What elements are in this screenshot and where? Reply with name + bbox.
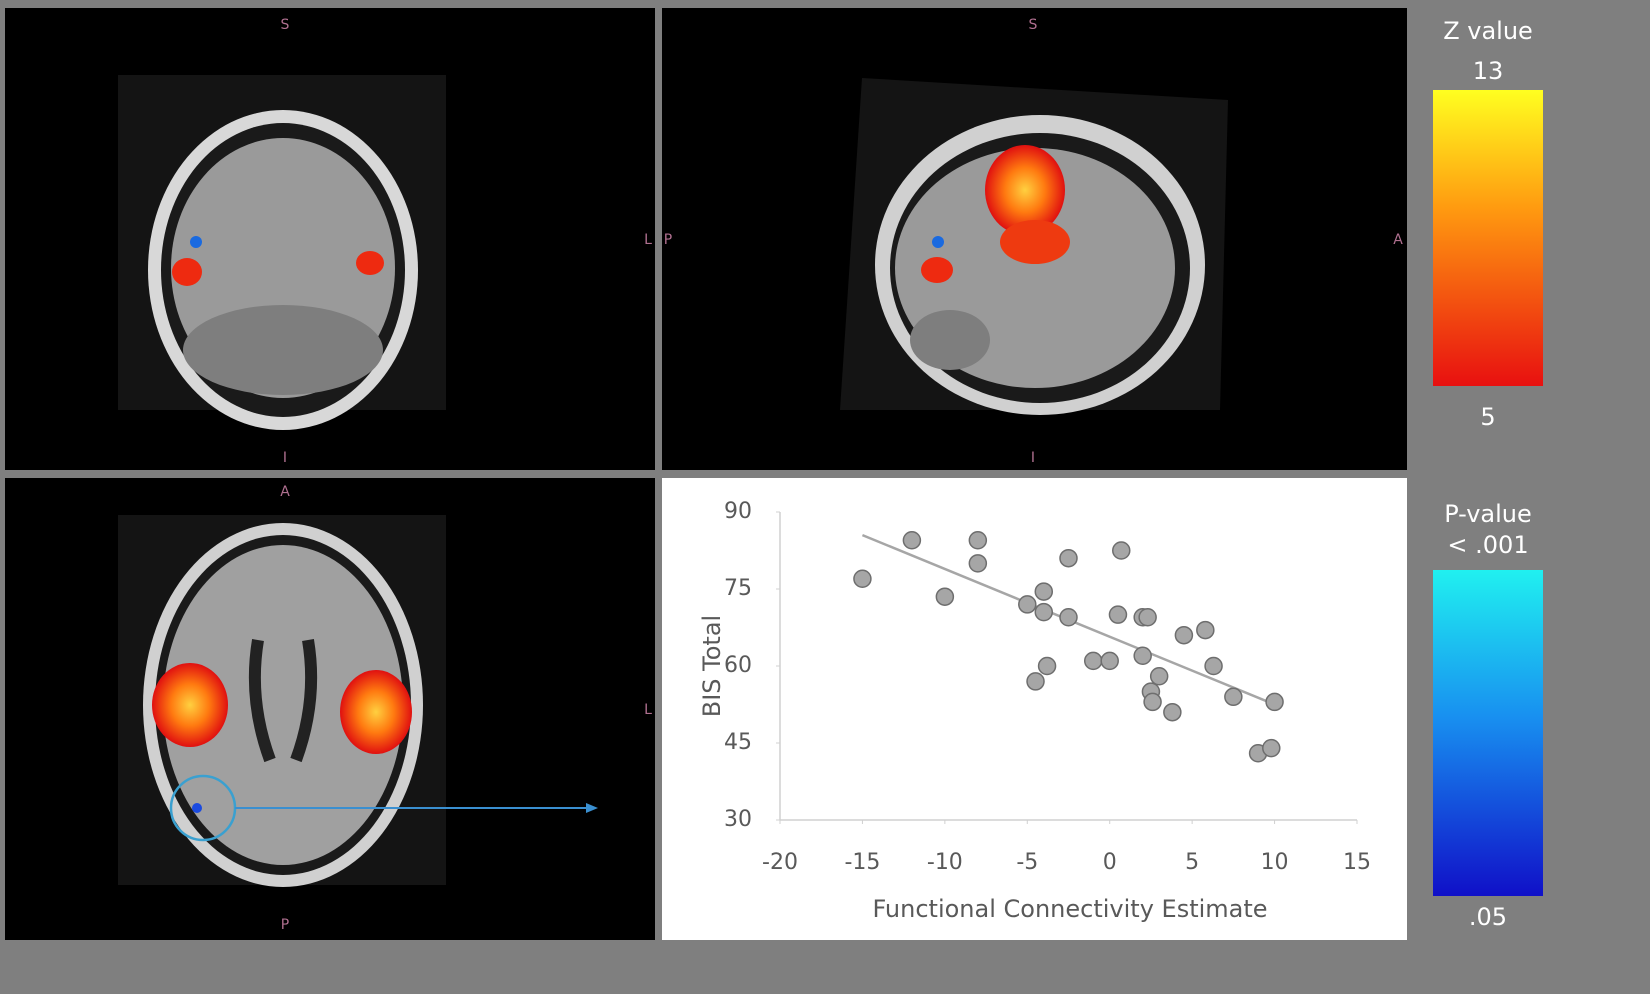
orientation-label: S bbox=[281, 17, 290, 33]
p-colorbar bbox=[1433, 570, 1543, 896]
data-point bbox=[1265, 692, 1284, 712]
y-tick-label: 75 bbox=[724, 576, 752, 601]
colorbar-title: P-value bbox=[1444, 500, 1532, 528]
data-point bbox=[1138, 607, 1157, 627]
data-point bbox=[968, 554, 988, 573]
orientation-label: I bbox=[283, 450, 287, 466]
z-colorbar bbox=[1433, 90, 1543, 386]
orientation-label: A bbox=[1393, 232, 1403, 248]
colorbar-max: 13 bbox=[1473, 57, 1504, 85]
orientation-label: A bbox=[280, 484, 290, 500]
data-point bbox=[1026, 672, 1045, 691]
orientation-label: S bbox=[1029, 17, 1038, 33]
data-point bbox=[1204, 656, 1223, 676]
orientation-label: L bbox=[644, 702, 652, 718]
orientation-label: P bbox=[664, 232, 672, 248]
colorbar-min: 5 bbox=[1480, 403, 1495, 431]
x-tick-label: -10 bbox=[927, 850, 963, 875]
data-point bbox=[1037, 656, 1057, 676]
y-axis-title: BIS Total bbox=[698, 615, 726, 717]
orientation-label: P bbox=[281, 917, 289, 933]
data-point bbox=[1149, 667, 1169, 686]
data-point bbox=[1034, 582, 1054, 601]
data-point bbox=[1224, 687, 1243, 707]
x-axis-title: Functional Connectivity Estimate bbox=[872, 895, 1267, 923]
sagittal-brain bbox=[840, 78, 1228, 415]
data-point bbox=[853, 569, 872, 588]
colorbar-min: .05 bbox=[1469, 903, 1507, 931]
y-tick-label: 90 bbox=[724, 499, 752, 524]
data-point bbox=[1196, 620, 1215, 640]
data-point bbox=[1059, 548, 1078, 568]
data-point bbox=[1034, 602, 1054, 622]
data-point bbox=[1262, 738, 1281, 758]
data-point bbox=[1174, 625, 1194, 645]
colorbar-max: < .001 bbox=[1447, 531, 1528, 559]
x-tick-label: -15 bbox=[844, 850, 880, 875]
x-tick-label: 5 bbox=[1185, 850, 1199, 875]
y-tick-label: 45 bbox=[724, 730, 752, 755]
data-point bbox=[902, 530, 922, 550]
coronal-brain bbox=[118, 75, 446, 430]
data-point bbox=[1112, 541, 1131, 560]
x-tick-label: 0 bbox=[1103, 850, 1117, 875]
data-point bbox=[1100, 651, 1119, 671]
data-point bbox=[1163, 702, 1182, 722]
data-point bbox=[1018, 595, 1037, 614]
y-tick-label: 60 bbox=[724, 653, 752, 678]
orientation-label: L bbox=[644, 232, 652, 248]
axial-brain bbox=[118, 515, 598, 887]
data-point bbox=[1108, 605, 1128, 624]
data-point bbox=[1143, 692, 1162, 712]
orientation-label: I bbox=[1031, 450, 1035, 466]
x-tick-label: -20 bbox=[762, 850, 798, 875]
data-point bbox=[1083, 651, 1103, 671]
data-point bbox=[935, 587, 955, 606]
scatter-panel bbox=[662, 478, 1407, 940]
data-point bbox=[968, 530, 988, 550]
y-tick-label: 30 bbox=[724, 807, 752, 832]
x-tick-label: 10 bbox=[1261, 850, 1289, 875]
data-point bbox=[1133, 646, 1152, 665]
colorbar-title: Z value bbox=[1443, 17, 1533, 45]
x-tick-label: -5 bbox=[1016, 850, 1038, 875]
data-point bbox=[1059, 607, 1078, 627]
x-tick-label: 15 bbox=[1343, 850, 1371, 875]
